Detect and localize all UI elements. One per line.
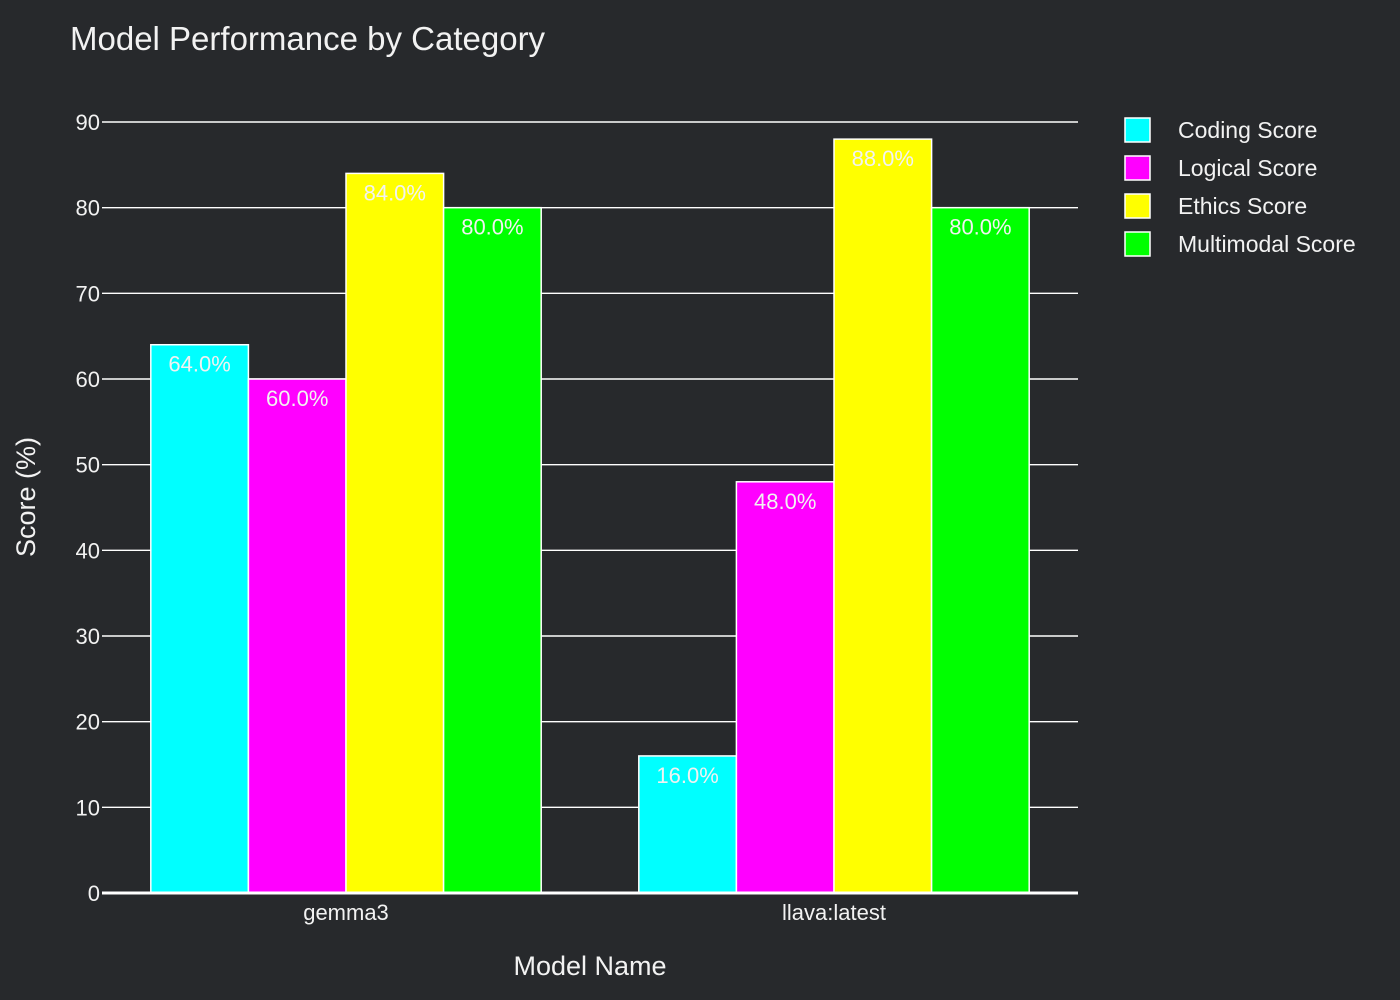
y-axis-title: Score (%): [11, 437, 41, 557]
bar-ethics-score-llava-latest[interactable]: [833, 138, 933, 894]
y-tick-label: 20: [76, 710, 100, 735]
legend-item-logical-score[interactable]: Logical Score: [1124, 155, 1317, 181]
y-tick-label: 60: [76, 367, 100, 392]
bars: [150, 138, 1030, 894]
legend-swatch: [1124, 117, 1151, 143]
x-tick-label: gemma3: [303, 900, 389, 925]
x-axis-ticks: gemma3 llava:latest: [303, 900, 886, 925]
data-labels: 64.0% 60.0% 84.0% 80.0% 16.0% 48.0% 88.0% 80.0%: [168, 146, 1011, 788]
y-tick-label: 50: [76, 453, 100, 478]
legend[interactable]: Coding Score Logical Score Ethics Score Mul…: [1124, 117, 1356, 257]
legend-label: Multimodal Score: [1178, 231, 1356, 257]
y-tick-label: 80: [76, 196, 100, 221]
legend-item-coding-score[interactable]: Coding Score: [1124, 117, 1317, 143]
data-label: 80.0%: [461, 215, 523, 240]
data-label: 16.0%: [656, 763, 718, 788]
legend-label: Logical Score: [1178, 155, 1317, 181]
y-axis-ticks: 0 10 20 30 40 50 60 70 80 90: [76, 110, 100, 906]
y-tick-label: 90: [76, 110, 100, 135]
legend-item-multimodal-score[interactable]: Multimodal Score: [1124, 231, 1356, 257]
x-axis-title: Model Name: [513, 951, 666, 981]
bar-logical-score-gemma3[interactable]: [247, 378, 347, 894]
legend-label: Coding Score: [1178, 117, 1317, 143]
data-label: 48.0%: [754, 489, 816, 514]
data-label: 64.0%: [168, 352, 230, 377]
y-tick-label: 10: [76, 795, 100, 820]
bar-ethics-score-gemma3[interactable]: [345, 172, 445, 894]
bar-logical-score-llava-latest[interactable]: [735, 481, 835, 894]
chart-title: Model Performance by Category: [70, 20, 546, 57]
legend-swatch: [1124, 155, 1151, 181]
legend-swatch: [1124, 231, 1151, 257]
data-label: 84.0%: [364, 180, 426, 205]
x-tick-label: llava:latest: [782, 900, 886, 925]
legend-item-ethics-score[interactable]: Ethics Score: [1124, 193, 1307, 219]
bar-multimodal-score-gemma3[interactable]: [442, 206, 542, 894]
bar-coding-score-gemma3[interactable]: [150, 343, 250, 894]
bar-multimodal-score-llava-latest[interactable]: [930, 206, 1030, 894]
y-tick-label: 30: [76, 624, 100, 649]
y-tick-label: 70: [76, 281, 100, 306]
data-label: 80.0%: [949, 215, 1011, 240]
y-tick-label: 40: [76, 538, 100, 563]
legend-swatch: [1124, 193, 1151, 219]
legend-label: Ethics Score: [1178, 193, 1307, 219]
data-label: 88.0%: [852, 146, 914, 171]
data-label: 60.0%: [266, 386, 328, 411]
y-tick-label: 0: [88, 881, 100, 906]
bar-coding-score-llava-latest[interactable]: [638, 755, 738, 894]
